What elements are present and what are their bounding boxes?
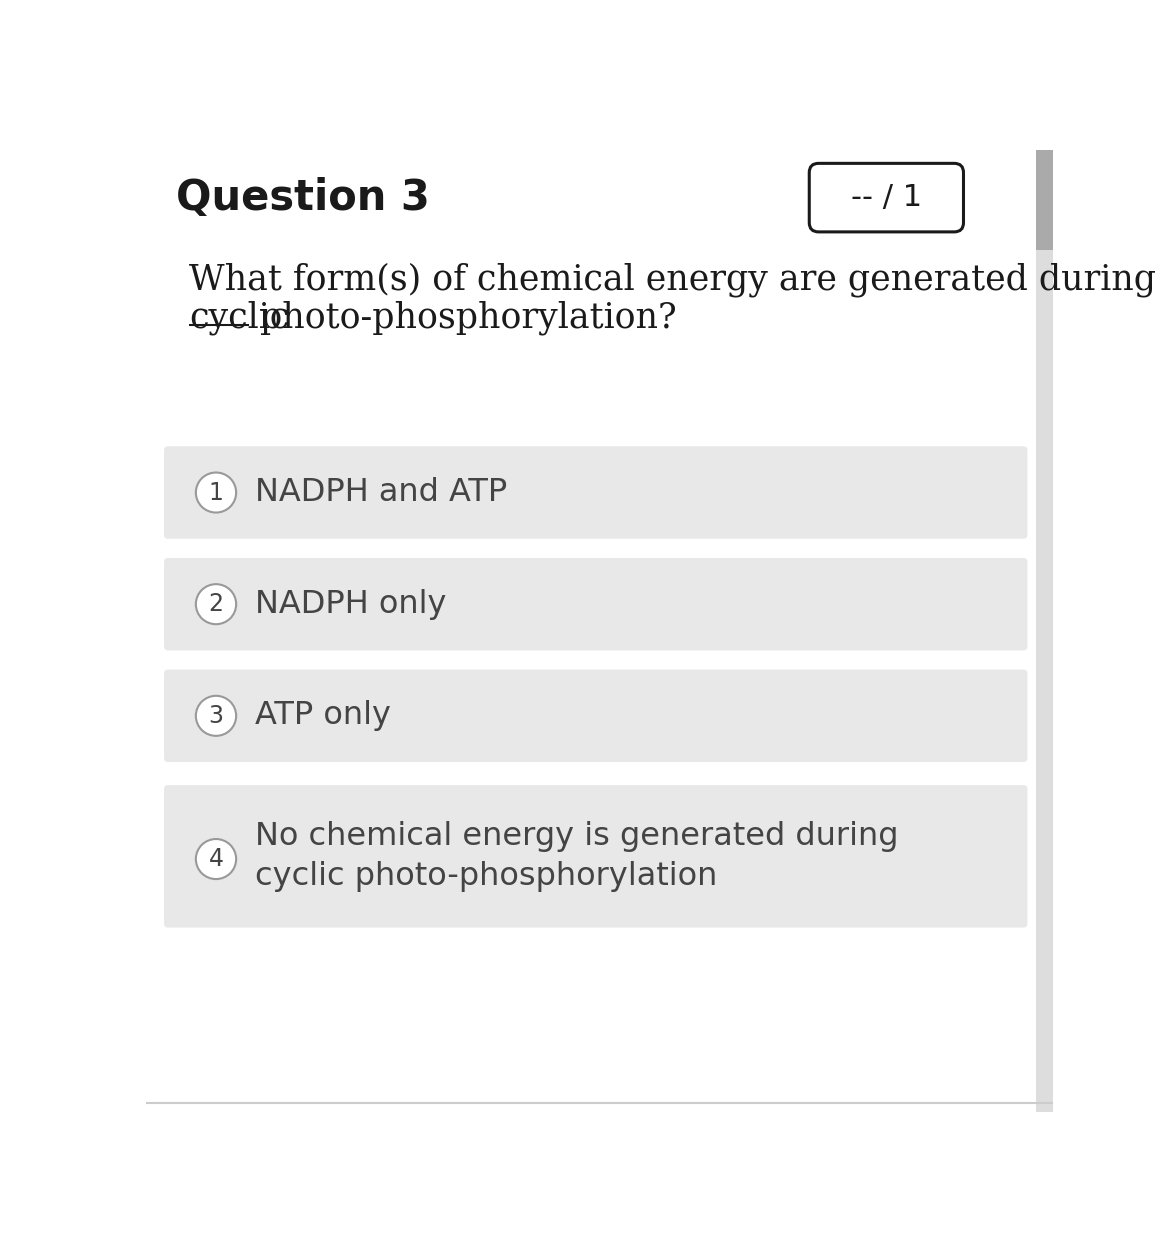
Text: Question 3: Question 3 [176, 176, 429, 219]
Text: 3: 3 [208, 704, 223, 728]
Text: 1: 1 [208, 481, 223, 505]
Circle shape [195, 696, 236, 736]
Bar [1035, 150, 1053, 250]
FancyBboxPatch shape [164, 669, 1027, 762]
Bar [1035, 150, 1053, 1112]
Text: -- / 1: -- / 1 [851, 184, 922, 212]
FancyBboxPatch shape [164, 786, 1027, 928]
FancyBboxPatch shape [810, 164, 963, 232]
Text: cyclic photo-phosphorylation: cyclic photo-phosphorylation [255, 861, 717, 892]
Text: NADPH only: NADPH only [255, 588, 446, 620]
Text: cyclic: cyclic [188, 301, 289, 335]
Text: 4: 4 [208, 847, 223, 871]
Text: NADPH and ATP: NADPH and ATP [255, 477, 507, 508]
Text: ATP only: ATP only [255, 701, 391, 732]
Circle shape [195, 472, 236, 512]
FancyBboxPatch shape [164, 446, 1027, 538]
Circle shape [195, 839, 236, 879]
Circle shape [195, 585, 236, 624]
Text: No chemical energy is generated during: No chemical energy is generated during [255, 821, 899, 852]
Text: What form(s) of chemical energy are generated during: What form(s) of chemical energy are gene… [188, 262, 1156, 296]
Text: photo-phosphorylation?: photo-phosphorylation? [249, 301, 677, 335]
Text: 2: 2 [208, 592, 223, 616]
FancyBboxPatch shape [164, 558, 1027, 651]
